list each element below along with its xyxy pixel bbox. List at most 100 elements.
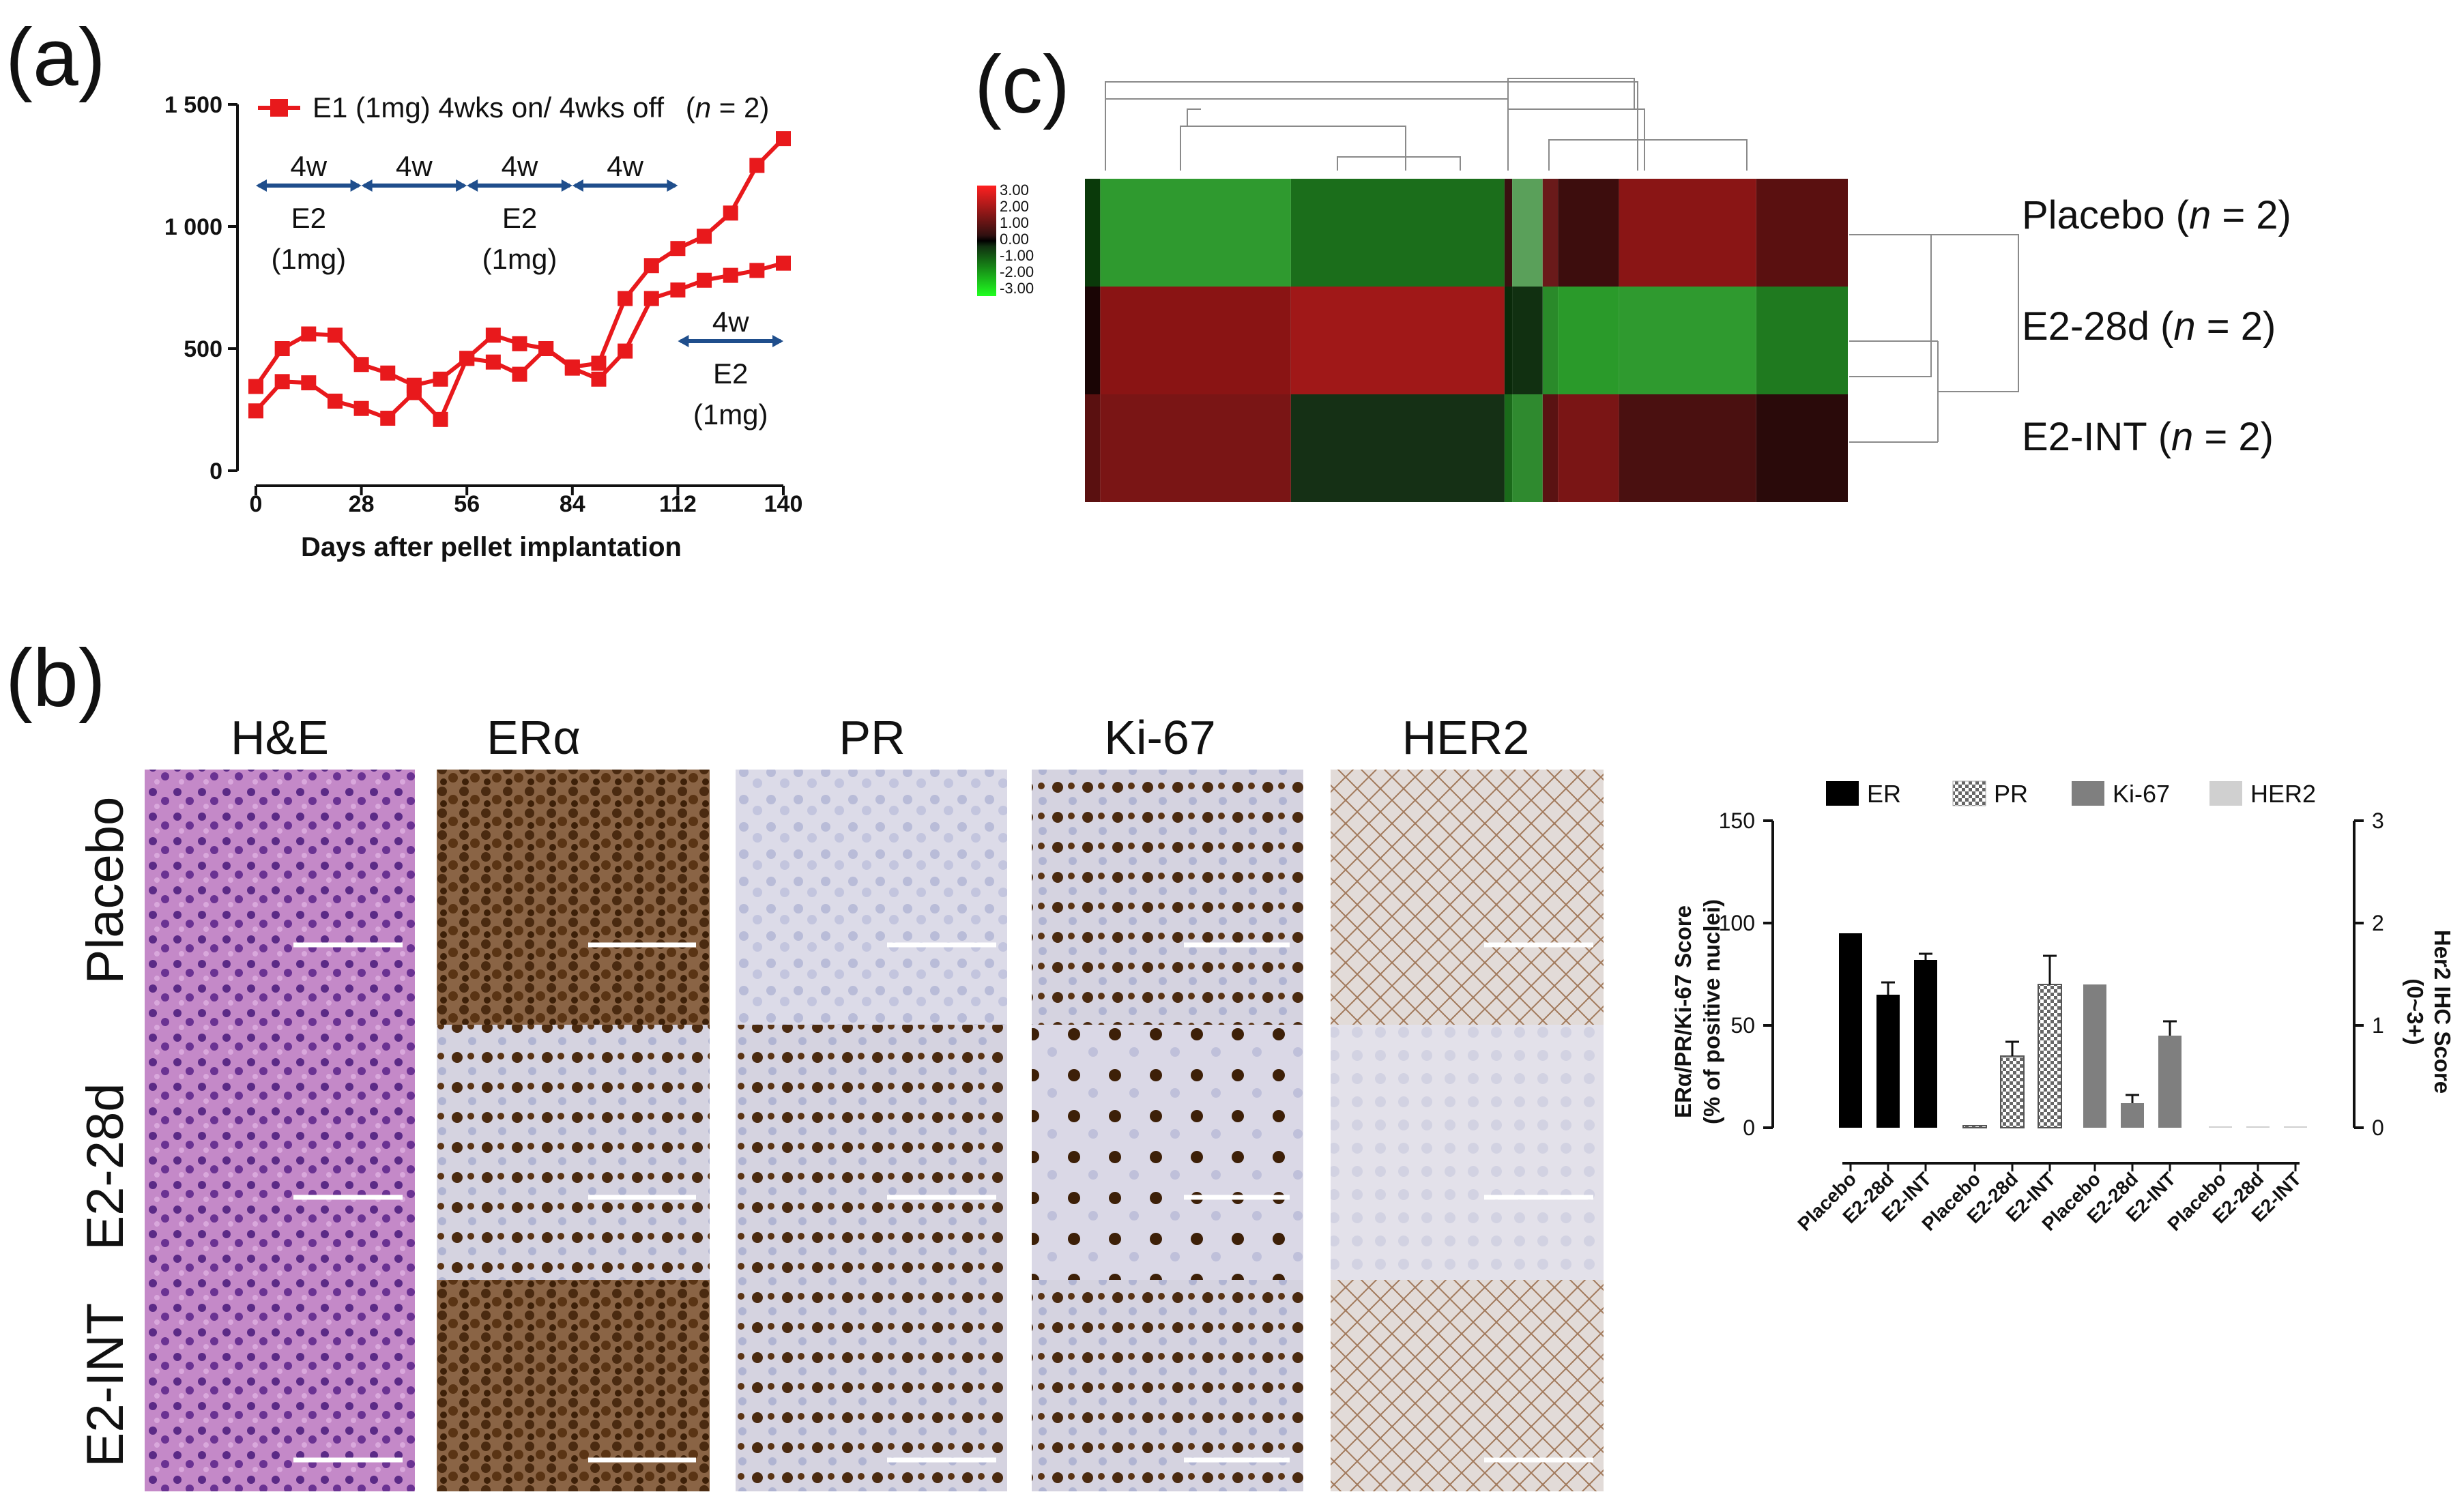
legend-label-pr: PR — [1994, 780, 2028, 808]
y-tick-label: 500 — [184, 336, 222, 362]
micrograph-e2-int-ki67 — [1032, 1280, 1303, 1491]
bar-ki-67 — [2158, 1036, 2182, 1128]
micrograph-placebo-er-alpha — [437, 770, 710, 1042]
y2-tick-label: 0 — [2372, 1115, 2384, 1140]
dendrogram-branch — [1180, 126, 1406, 171]
panel-b-micrographs: H&E ERα PR Ki-67 HER2 Placebo E2-28d E2-… — [76, 711, 1604, 1491]
data-point — [643, 258, 659, 274]
micrograph-e2-28d-er-alpha — [437, 1025, 710, 1284]
y-tick-label: 1 000 — [164, 214, 222, 240]
phase-dose-label: (1mg) — [482, 243, 557, 275]
bar-pr — [2038, 984, 2062, 1128]
bar-ki-67 — [2083, 984, 2106, 1128]
phase-arrow-head-right — [667, 179, 678, 192]
data-point — [433, 411, 448, 427]
data-point — [248, 403, 263, 419]
bar-chart-y-axis-label: ERα/PR/Ki-67 Score — [1670, 905, 1696, 1118]
data-point — [248, 379, 263, 394]
x-tick-label: 56 — [454, 491, 480, 517]
data-point — [301, 375, 317, 391]
heatmap-cell-block — [1558, 179, 1619, 287]
stain-header-pr: PR — [839, 711, 905, 764]
data-point — [776, 131, 791, 147]
phase-drug-label: E2 — [713, 357, 748, 390]
data-point — [723, 267, 738, 283]
heatmap-row-label-e2-int: E2-INT (n = 2) — [2022, 415, 2274, 459]
heatmap-cell-block — [1756, 394, 1848, 502]
data-point — [301, 326, 317, 342]
dendrogram-branch — [1105, 82, 1509, 109]
micrograph-e2-int-pr — [736, 1280, 1007, 1491]
stain-column-headers: H&E ERα PR Ki-67 HER2 — [231, 711, 1529, 764]
row-label-placebo: Placebo — [76, 797, 134, 984]
stain-header-her2: HER2 — [1402, 711, 1530, 764]
y-tick-label: 0 — [209, 458, 222, 484]
color-scale-bar — [977, 186, 996, 296]
bar-chart-y-axis-label-line2: (% of positive nuclei) — [1699, 899, 1724, 1124]
legend-swatch-ki-67 — [2072, 781, 2104, 806]
heatmap-cell-block — [1290, 287, 1505, 394]
column-dendrogram — [1105, 78, 1748, 171]
legend-swatch-pr — [1952, 780, 1986, 806]
data-point — [670, 241, 686, 257]
row-label-e2-28d: E2-28d — [76, 1083, 134, 1250]
panel-a-x-axis-label: Days after pellet implantation — [301, 532, 682, 562]
heatmap-cell-block — [1100, 179, 1291, 287]
micrograph-e2-28d-ki67 — [1032, 1025, 1303, 1284]
color-scale-label: 3.00 — [1000, 181, 1029, 199]
legend-label-her2: HER2 — [2250, 780, 2316, 808]
legend-label: E1 (1mg) 4wks on/ 4wks off (n = 2) — [313, 91, 769, 123]
micrograph-e2-int-he — [145, 1280, 415, 1491]
bar-er — [1839, 933, 1862, 1128]
data-point — [380, 365, 396, 381]
dendrogram-branch — [1187, 108, 1201, 126]
phase-arrow-head-left — [467, 179, 478, 192]
scale-bars — [293, 942, 1593, 1463]
heatmap-row-label-placebo: Placebo (n = 2) — [2022, 193, 2291, 237]
x-tick-label: 84 — [560, 491, 585, 517]
y-tick-label: 100 — [1719, 911, 1755, 935]
heatmap-cell-block — [1619, 394, 1756, 502]
panel-b-bar-chart: 0501001500123PlaceboE2-28dE2-INTPlaceboE… — [1670, 780, 2455, 1235]
heatmap-cell-block — [1085, 287, 1101, 394]
dendrogram-branch — [1337, 156, 1461, 171]
x-tick-label: 28 — [349, 491, 375, 517]
data-point — [749, 263, 765, 278]
legend-label-ki-67: Ki-67 — [2113, 780, 2170, 808]
data-point — [512, 366, 527, 382]
data-point — [643, 291, 659, 306]
heatmap-cell-block — [1512, 394, 1543, 502]
micrograph-e2-28d-pr — [736, 1025, 1007, 1284]
panel-a-legend: E1 (1mg) 4wks on/ 4wks off (n = 2) — [258, 91, 769, 123]
data-point — [591, 355, 607, 371]
data-point — [618, 291, 633, 306]
micrograph-e2-28d-he — [145, 1025, 415, 1284]
data-point — [485, 354, 501, 370]
phase-arrow-head-right — [350, 179, 362, 192]
bar-chart-bars — [1839, 933, 2307, 1128]
heatmap-cell-block — [1512, 179, 1543, 287]
phase-arrow-head-left — [256, 179, 267, 192]
micrograph-e2-int-her2 — [1331, 1280, 1604, 1491]
phase-arrow-head-left — [572, 179, 583, 192]
bar-chart-legend: ER PR Ki-67 HER2 — [1826, 780, 2316, 808]
phase-duration-label: 4w — [502, 150, 538, 182]
micrograph-placebo-her2 — [1331, 770, 1604, 1042]
heatmap-cell-block — [1290, 394, 1505, 502]
heatmap-cell-block — [1558, 287, 1619, 394]
micrograph-placebo-ki67 — [1032, 770, 1303, 1042]
heatmap-cell-block — [1504, 394, 1513, 502]
data-point — [670, 282, 686, 298]
phase-duration-label: 4w — [396, 150, 433, 182]
y-tick-label: 1 500 — [164, 92, 222, 118]
phase-arrow-head-right — [561, 179, 572, 192]
heatmap-cell-block — [1290, 179, 1505, 287]
color-scale-label: -1.00 — [1000, 247, 1034, 264]
data-point — [538, 341, 554, 356]
heatmap-cell-block — [1542, 287, 1559, 394]
color-scale-label: 1.00 — [1000, 214, 1029, 231]
bar-chart-y2-axis-label-line2: (0~3+) — [2403, 978, 2428, 1044]
heatmap-cell-block — [1756, 287, 1848, 394]
